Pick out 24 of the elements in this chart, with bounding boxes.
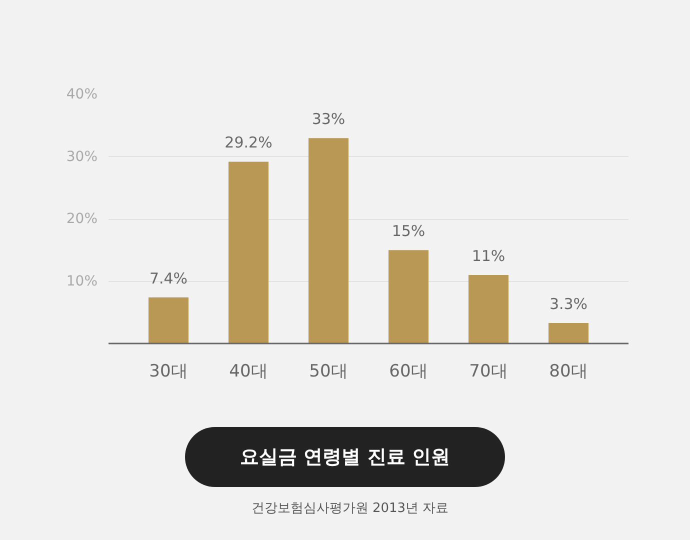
y-tick-label: 20% <box>66 211 98 227</box>
bar <box>228 162 268 344</box>
data-label: 15% <box>392 222 426 240</box>
data-label: 33% <box>312 110 346 128</box>
x-tick-label: 80대 <box>549 362 588 382</box>
y-tick-label: 40% <box>66 86 98 102</box>
x-tick-label: 50대 <box>309 362 348 382</box>
bar <box>548 322 588 344</box>
data-label: 11% <box>472 247 506 266</box>
x-tick-label: 30대 <box>149 362 188 382</box>
y-tick-label: 30% <box>66 148 98 165</box>
bar <box>468 275 508 344</box>
text: 요실금 연령별 진료 인원 <box>240 445 450 470</box>
text: 건강보험심사평가원 2013년 자료 <box>251 500 449 518</box>
data-label: 7.4% <box>149 269 188 288</box>
x-tick-label: 70대 <box>469 362 508 382</box>
bar <box>308 138 348 344</box>
x-tick-label: 40대 <box>229 362 268 382</box>
bar <box>388 250 428 344</box>
bar <box>148 297 188 344</box>
x-tick-label: 60대 <box>389 362 428 382</box>
y-tick-label: 10% <box>66 273 98 290</box>
data-label: 3.3% <box>549 294 588 313</box>
data-label: 29.2% <box>224 134 272 152</box>
